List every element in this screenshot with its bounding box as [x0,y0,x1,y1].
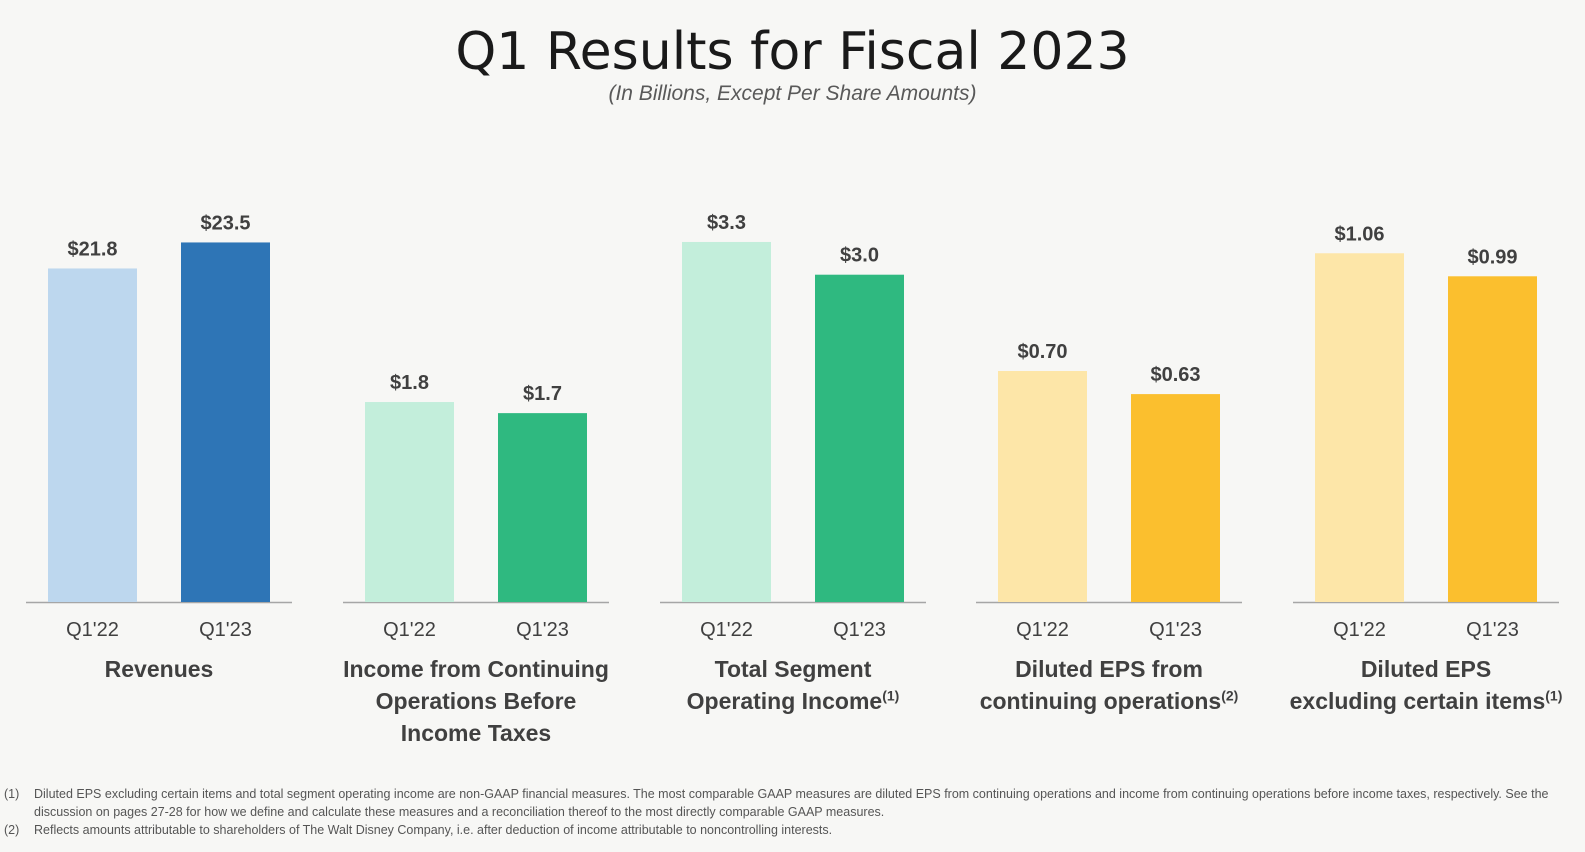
data-label-group-5-2: $0.99 [1467,246,1517,268]
data-label-group-5-1: $1.06 [1334,223,1384,245]
tick-label-group-5-2: Q1'23 [1466,619,1519,641]
tick-label-group-2-1: Q1'22 [383,619,436,641]
group-label-line: Revenues [104,656,214,682]
page-subtitle: (In Billions, Except Per Share Amounts) [608,82,977,105]
group-label-2: Income from Continuing Operations Before I… [326,653,626,749]
page-title: Q1 Results for Fiscal 2023 [455,22,1130,82]
data-label-group-1-1: $21.8 [67,238,117,260]
group-label-line: Operating Income(1) [686,687,900,714]
bar-group-5-q1-22 [1315,253,1404,602]
group-label-line: Income Taxes [400,720,552,746]
footnote-1-number: (1) [4,787,20,801]
data-label-group-3-1: $3.3 [707,212,746,234]
bar-group-1-q1-22 [48,268,137,602]
bar-group-2-q1-23 [498,413,587,602]
footnote-2-number: (2) [4,823,20,837]
bar-group-4-q1-23 [1131,394,1220,602]
data-label-group-3-2: $3.0 [840,245,879,267]
group-label-line: Diluted EPS from [1015,656,1203,682]
data-label-group-1-2: $23.5 [200,212,250,234]
data-label-group-2-2: $1.7 [523,383,562,405]
footnote-1: (1) Diluted EPS excluding certain items … [4,785,1564,821]
group-label-1: Revenues [9,653,309,685]
tick-label-group-5-1: Q1'22 [1333,619,1386,641]
bar-group-1-q1-23 [181,242,270,602]
tick-label-group-1-1: Q1'22 [66,619,119,641]
bar-group-2-q1-22 [365,402,454,602]
bar-group-4-q1-22 [998,371,1087,602]
footnote-1-text: Diluted EPS excluding certain items and … [34,787,1549,819]
bar-group-5-q1-23 [1448,276,1537,602]
footnote-ref: (1) [882,687,900,704]
group-label-line: Operations Before [375,688,577,714]
tick-label-group-3-1: Q1'22 [700,619,753,641]
bar-group-3-q1-23 [815,274,904,602]
data-label-group-2-1: $1.8 [390,372,429,394]
footnote-ref: (1) [1545,687,1563,704]
tick-label-group-4-1: Q1'22 [1016,619,1069,641]
footnotes: (1) Diluted EPS excluding certain items … [4,785,1564,839]
tick-label-group-3-2: Q1'23 [833,619,886,641]
group-label-line: Diluted EPS [1360,656,1492,682]
group-label-3: Total Segment Operating Income(1) [643,653,943,717]
footnote-ref: (2) [1221,687,1239,704]
group-label-line: Total Segment [714,656,872,682]
data-label-group-4-2: $0.63 [1150,364,1200,386]
group-label-line: excluding certain items(1) [1289,687,1563,714]
tick-label-group-1-2: Q1'23 [199,619,252,641]
footnote-2-text: Reflects amounts attributable to shareho… [34,823,833,837]
tick-label-group-2-2: Q1'23 [516,619,569,641]
tick-label-group-4-2: Q1'23 [1149,619,1202,641]
data-label-group-4-1: $0.70 [1017,341,1067,363]
group-label-line: continuing operations(2) [979,687,1239,714]
group-label-5: Diluted EPS excluding certain items(1) [1276,653,1576,717]
group-label-4: Diluted EPS from continuing operations(2) [959,653,1259,717]
bar-group-3-q1-22 [682,241,771,602]
footnote-2: (2) Reflects amounts attributable to sha… [4,821,1564,839]
group-label-line: Income from Continuing [343,656,609,682]
